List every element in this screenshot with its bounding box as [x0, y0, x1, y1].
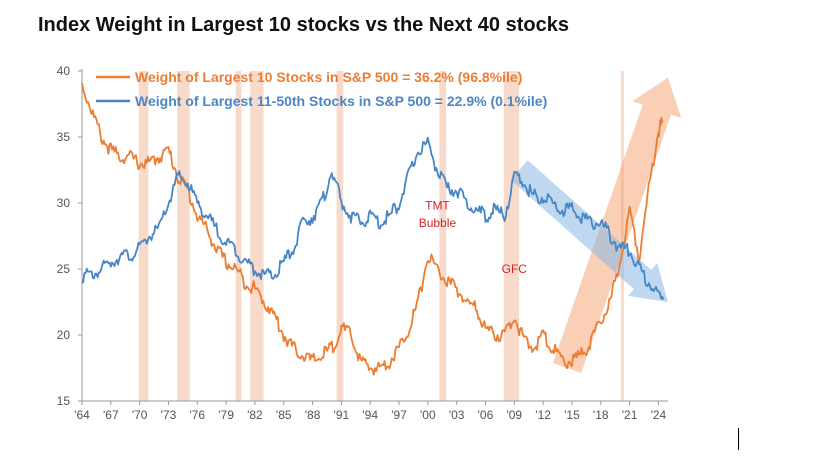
- shaded-period-2: [235, 71, 242, 401]
- y-tick-label: 25: [57, 262, 71, 276]
- y-tick-label: 20: [57, 328, 71, 342]
- page-title: Index Weight in Largest 10 stocks vs the…: [38, 14, 569, 36]
- x-tick-label: '12: [535, 408, 551, 422]
- shaded-period-6: [503, 71, 520, 401]
- x-tick-label: '70: [132, 408, 148, 422]
- x-tick-label: '97: [391, 408, 407, 422]
- x-tick-label: '79: [218, 408, 234, 422]
- series-line-0: [81, 82, 664, 376]
- x-tick-label: '73: [161, 408, 177, 422]
- x-tick-label: '82: [247, 408, 263, 422]
- legend: Weight of Largest 10 Stocks in S&P 500 =…: [96, 69, 547, 109]
- x-tick-label: '18: [593, 408, 609, 422]
- trend-arrow-orange: [553, 77, 682, 373]
- series-lines: [81, 82, 665, 376]
- annotation-0: TMT: [425, 199, 450, 213]
- x-tick-label: '67: [103, 408, 119, 422]
- shaded-period-4: [336, 71, 344, 401]
- x-tick-label: '09: [506, 408, 522, 422]
- shaded-period-3: [250, 71, 264, 401]
- axes: 15 20 25 30 35 40 '64 '67 '70 '73 '76 '79 '82 '85 '88 '…: [57, 64, 668, 422]
- x-tick-label: '91: [334, 408, 350, 422]
- x-tick-label: '21: [622, 408, 638, 422]
- y-tick-label: 15: [57, 394, 71, 408]
- legend-entry-0: Weight of Largest 10 Stocks in S&P 500 =…: [135, 69, 522, 85]
- annotation-2: GFC: [502, 262, 528, 276]
- series-line-1: [81, 136, 665, 301]
- annotation-1: Bubble: [419, 216, 457, 230]
- x-tick-label: '24: [651, 408, 667, 422]
- x-tick-label: '94: [362, 408, 378, 422]
- legend-entry-1: Weight of Largest 11-50th Stocks in S&P …: [135, 93, 547, 109]
- y-tick-label: 40: [57, 64, 71, 78]
- annotations: TMT Bubble GFC: [419, 199, 528, 276]
- text-cursor: [738, 428, 739, 450]
- x-tick-label: '06: [478, 408, 494, 422]
- x-tick-label: '76: [189, 408, 205, 422]
- x-tick-label: '00: [420, 408, 436, 422]
- shaded-period-0: [138, 71, 149, 401]
- x-tick-label: '03: [449, 408, 465, 422]
- y-tick-label: 35: [57, 130, 71, 144]
- x-tick-label: '85: [276, 408, 292, 422]
- x-tick-label: '64: [74, 408, 90, 422]
- shaded-period-1: [177, 71, 190, 401]
- x-tick-label: '15: [564, 408, 580, 422]
- y-tick-label: 30: [57, 196, 71, 210]
- x-tick-label: '88: [305, 408, 321, 422]
- shaded-period-5: [439, 71, 447, 401]
- shaded-periods: [138, 71, 624, 401]
